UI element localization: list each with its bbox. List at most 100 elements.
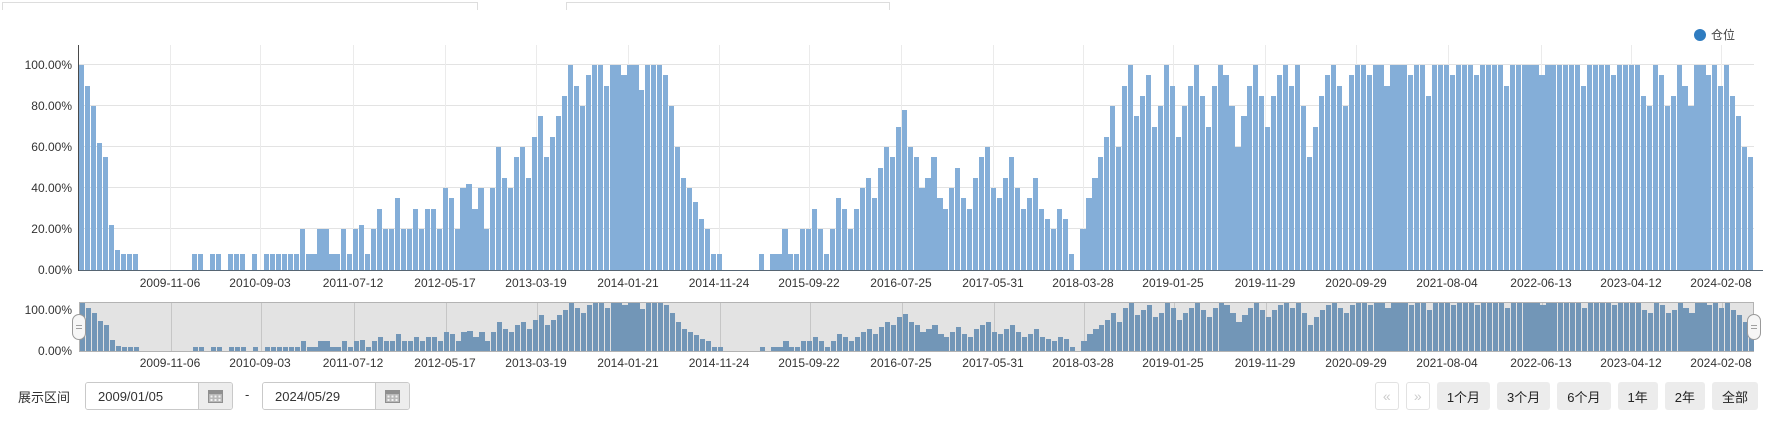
x-tick-label: 2010-09-03 bbox=[229, 276, 291, 290]
bar bbox=[1521, 65, 1527, 270]
bar bbox=[663, 75, 669, 270]
nav-bar bbox=[980, 324, 986, 351]
navigator-datazoom[interactable] bbox=[79, 302, 1755, 352]
bar bbox=[1527, 65, 1533, 270]
end-date-calendar-button[interactable] bbox=[375, 383, 409, 409]
v-gridline bbox=[259, 45, 261, 270]
bar bbox=[192, 253, 198, 270]
nav-bar bbox=[217, 347, 223, 351]
bar bbox=[1354, 65, 1360, 270]
bar bbox=[1688, 106, 1694, 270]
bar bbox=[108, 224, 114, 270]
bar bbox=[210, 253, 216, 270]
bar bbox=[579, 106, 585, 270]
nav-bar bbox=[1576, 303, 1582, 351]
range-button-5[interactable]: 2年 bbox=[1664, 382, 1705, 410]
nav-bar bbox=[1713, 303, 1719, 351]
bar bbox=[293, 253, 299, 270]
bar bbox=[1318, 95, 1325, 270]
bar bbox=[329, 253, 335, 270]
bar bbox=[883, 147, 889, 270]
bar bbox=[84, 85, 91, 270]
bar bbox=[1247, 85, 1253, 270]
bar bbox=[865, 177, 871, 270]
bar bbox=[114, 249, 120, 270]
nav-bar bbox=[1170, 307, 1176, 351]
bar bbox=[561, 95, 567, 270]
nav-bar bbox=[884, 322, 890, 351]
bar bbox=[1610, 75, 1617, 270]
nav-bar bbox=[443, 331, 449, 351]
start-date-calendar-button[interactable] bbox=[198, 383, 232, 409]
nav-bar bbox=[115, 346, 121, 351]
v-gridline bbox=[1264, 45, 1266, 270]
bar bbox=[1032, 177, 1038, 270]
range-button-6[interactable]: 全部 bbox=[1711, 382, 1758, 410]
h-gridline bbox=[79, 105, 1754, 106]
nav-bar bbox=[1641, 310, 1647, 351]
range-button-2[interactable]: 3个月 bbox=[1497, 382, 1551, 410]
bar bbox=[1068, 253, 1074, 270]
nav-bar bbox=[807, 341, 813, 351]
bar bbox=[1193, 65, 1199, 270]
bar bbox=[466, 183, 472, 270]
nav-bar bbox=[1409, 305, 1415, 351]
nav-bar bbox=[1027, 334, 1033, 351]
nav-tick-label: 2019-01-25 bbox=[1142, 356, 1204, 370]
y-tick-label: 40.00% bbox=[31, 181, 72, 195]
end-date-input[interactable] bbox=[263, 383, 375, 409]
bar bbox=[961, 198, 967, 270]
h-gridline bbox=[79, 146, 1754, 147]
bar bbox=[1229, 106, 1235, 270]
range-button-1[interactable]: 1个月 bbox=[1436, 382, 1491, 410]
bar bbox=[341, 229, 347, 270]
bar bbox=[1551, 65, 1557, 270]
bar bbox=[1259, 95, 1265, 270]
nav-bar bbox=[1141, 310, 1147, 351]
bar bbox=[1646, 106, 1652, 270]
bottom-controls: 展示区间 - « » bbox=[0, 378, 1777, 416]
x-tick-label: 2023-04-12 bbox=[1600, 276, 1662, 290]
page-prev-button[interactable]: « bbox=[1374, 382, 1399, 410]
x-tick-label: 2009-11-06 bbox=[139, 276, 201, 290]
nav-bar bbox=[1021, 336, 1027, 351]
start-date-input[interactable] bbox=[86, 383, 198, 409]
nav-bar bbox=[819, 341, 825, 351]
bar bbox=[79, 65, 85, 270]
bar bbox=[1628, 65, 1634, 270]
bar bbox=[967, 208, 973, 270]
bar bbox=[567, 65, 573, 270]
bar bbox=[1098, 157, 1104, 270]
bar bbox=[1372, 65, 1378, 270]
x-tick-label: 2012-05-17 bbox=[414, 276, 476, 290]
nav-bar bbox=[193, 347, 199, 351]
nav-bar bbox=[1111, 312, 1117, 351]
range-button-3[interactable]: 6个月 bbox=[1557, 382, 1611, 410]
nav-bar bbox=[312, 347, 318, 351]
nav-bar bbox=[85, 307, 92, 351]
bar bbox=[1408, 75, 1414, 270]
bar bbox=[704, 229, 711, 270]
bar bbox=[216, 253, 222, 270]
nav-bar bbox=[1582, 307, 1588, 351]
bar bbox=[1134, 116, 1140, 270]
nav-bar bbox=[992, 331, 998, 351]
nav-bar bbox=[1617, 303, 1624, 351]
legend-position[interactable]: 仓位 bbox=[1693, 26, 1735, 43]
nav-bar bbox=[997, 334, 1004, 351]
calendar-icon bbox=[385, 390, 400, 403]
bar bbox=[305, 253, 311, 270]
range-button-4[interactable]: 1年 bbox=[1617, 382, 1658, 410]
nav-bar bbox=[938, 334, 944, 351]
bar bbox=[615, 65, 621, 270]
navigator-right-handle[interactable] bbox=[1747, 314, 1761, 340]
nav-bar bbox=[1653, 303, 1659, 351]
nav-bar bbox=[395, 334, 402, 351]
nav-tick-label: 2019-11-29 bbox=[1234, 356, 1296, 370]
nav-bar bbox=[1158, 312, 1165, 351]
nav-bar bbox=[622, 305, 628, 351]
main-chart[interactable] bbox=[79, 45, 1754, 270]
navigator-left-handle[interactable] bbox=[72, 314, 86, 340]
page-next-button[interactable]: » bbox=[1405, 382, 1430, 410]
nav-bar bbox=[1629, 303, 1635, 351]
